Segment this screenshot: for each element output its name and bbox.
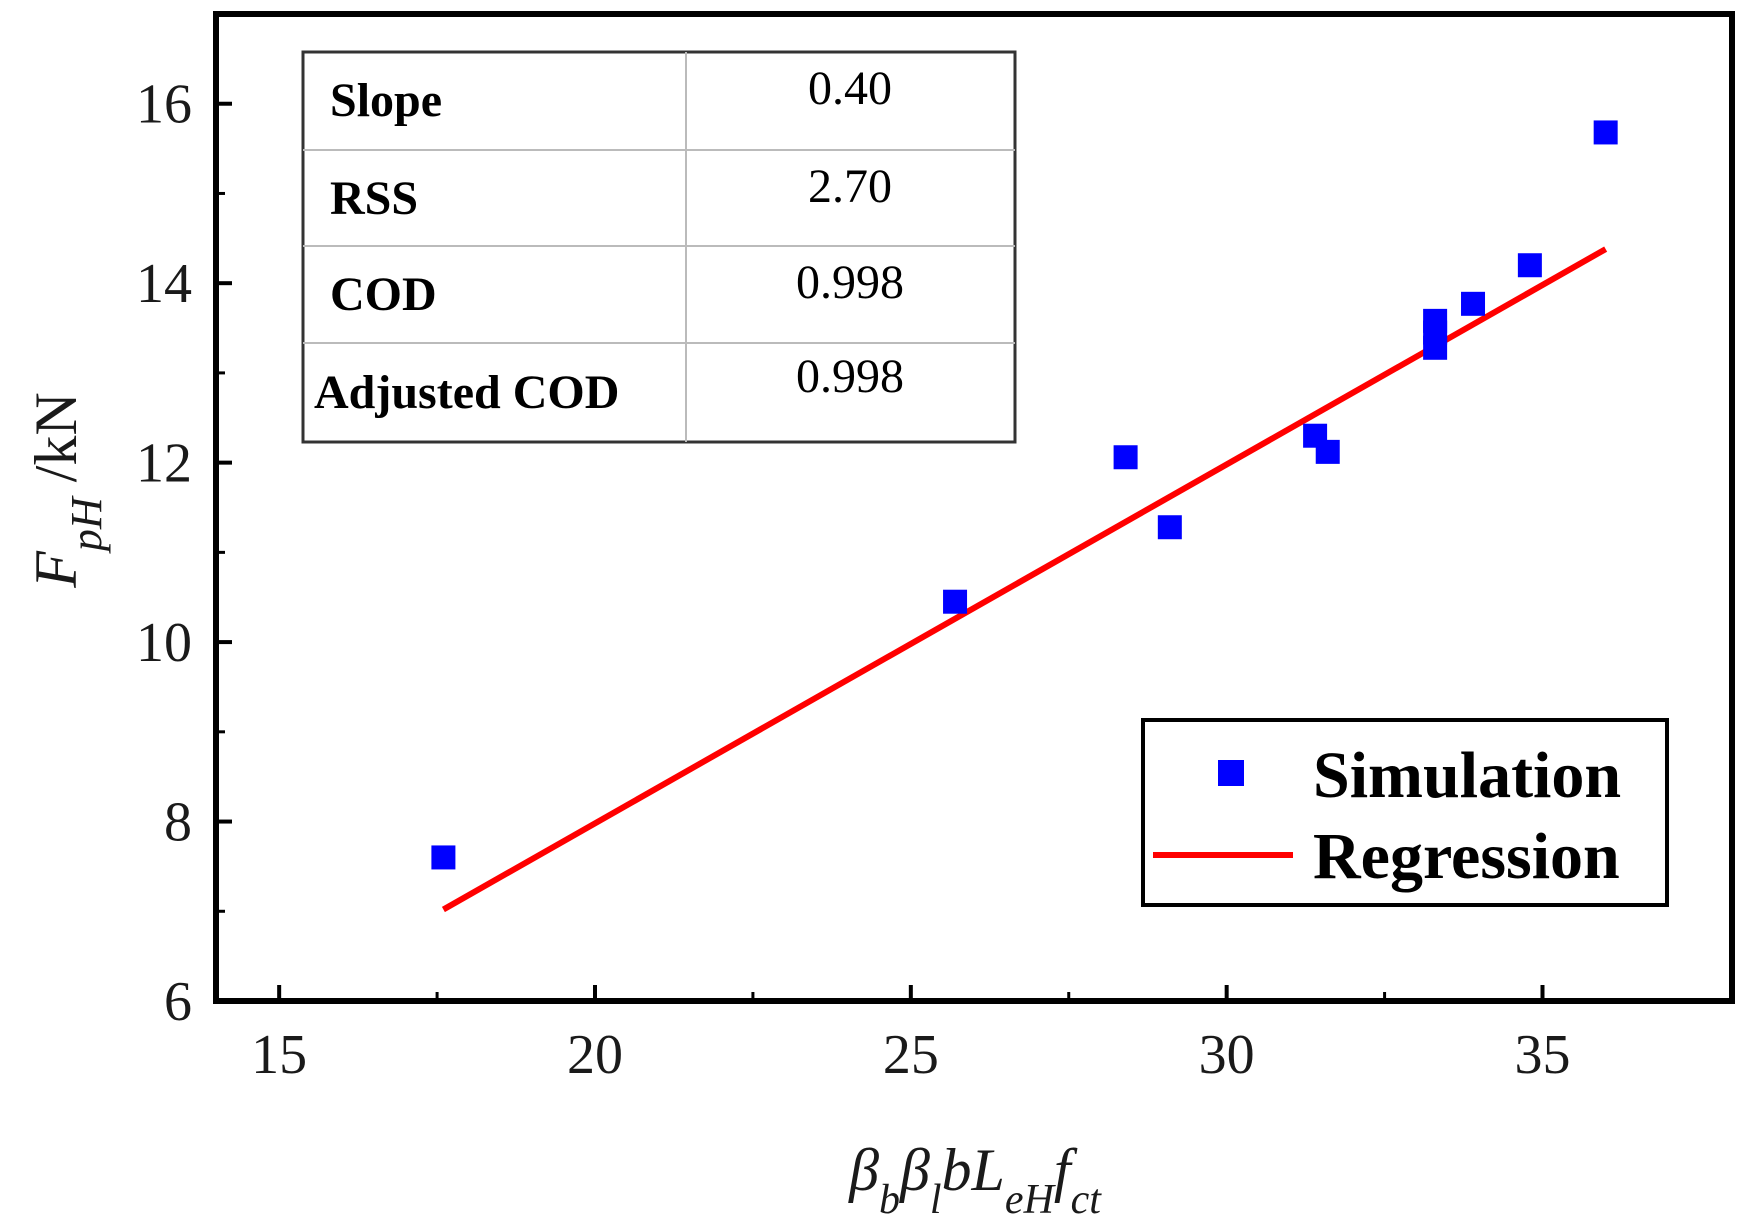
stats-value-cod: 0.998 (796, 256, 904, 309)
simulation-point (1593, 120, 1618, 145)
regression-line (441, 246, 1608, 913)
legend-simulation-label: Simulation (1313, 739, 1621, 812)
stats-value-adjusted-cod: 0.998 (796, 350, 904, 403)
y-tick-label: 10 (136, 612, 192, 674)
simulation-point (431, 845, 456, 870)
x-label-sub-2: eH (1005, 1177, 1057, 1222)
y-label-sub: pH (62, 495, 111, 554)
x-tick-label: 35 (1515, 1024, 1571, 1086)
stats-value-rss: 2.70 (808, 160, 892, 213)
x-label-part-1: β (899, 1137, 930, 1203)
x-label-part-2: bL (942, 1137, 1005, 1203)
x-label-part-0: β (848, 1137, 879, 1203)
legend-regression-label: Regression (1313, 820, 1620, 893)
stats-key-cod: COD (330, 268, 437, 321)
y-label-unit: /kN (23, 392, 89, 497)
x-tick-label: 20 (567, 1024, 623, 1086)
x-axis: 15 20 25 30 35 (251, 985, 1571, 1086)
plot-frame (213, 11, 1735, 1004)
simulation-point (1113, 445, 1138, 470)
stats-key-slope: Slope (330, 74, 442, 127)
y-tick-label: 6 (164, 971, 192, 1033)
y-axis-label: FpH /kN (23, 392, 111, 588)
stats-table: Slope 0.40 RSS 2.70 COD 0.998 Adjusted C… (301, 50, 1017, 444)
y-axis: 6 8 10 12 14 16 (136, 74, 232, 1033)
simulation-point (1157, 515, 1182, 540)
stats-key-adjusted-cod: Adjusted COD (314, 366, 619, 419)
stats-value-slope: 0.40 (808, 62, 892, 115)
legend: Simulation Regression (1141, 718, 1669, 907)
simulation-point (943, 589, 968, 614)
x-axis-label: βbβlbLeHfct (848, 1137, 1102, 1222)
y-tick-label: 8 (164, 792, 192, 854)
x-tick-label: 15 (251, 1024, 307, 1086)
x-tick-label: 25 (883, 1024, 939, 1086)
simulation-points (431, 120, 1618, 870)
simulation-point (1461, 291, 1486, 316)
x-label-sub-0: b (879, 1177, 900, 1222)
y-tick-label: 16 (136, 74, 192, 136)
x-label-sub-3: ct (1071, 1177, 1103, 1222)
x-tick-label: 30 (1199, 1024, 1255, 1086)
legend-simulation-marker (1218, 760, 1244, 786)
stats-key-rss: RSS (330, 172, 418, 225)
y-tick-label: 12 (136, 433, 192, 495)
simulation-point (1423, 335, 1448, 360)
x-label-sub-1: l (930, 1177, 942, 1222)
y-label-main: F (23, 550, 89, 589)
y-tick-label: 14 (136, 253, 192, 315)
simulation-point (1315, 439, 1340, 464)
simulation-point (1517, 253, 1542, 278)
legend-frame (1141, 718, 1669, 907)
